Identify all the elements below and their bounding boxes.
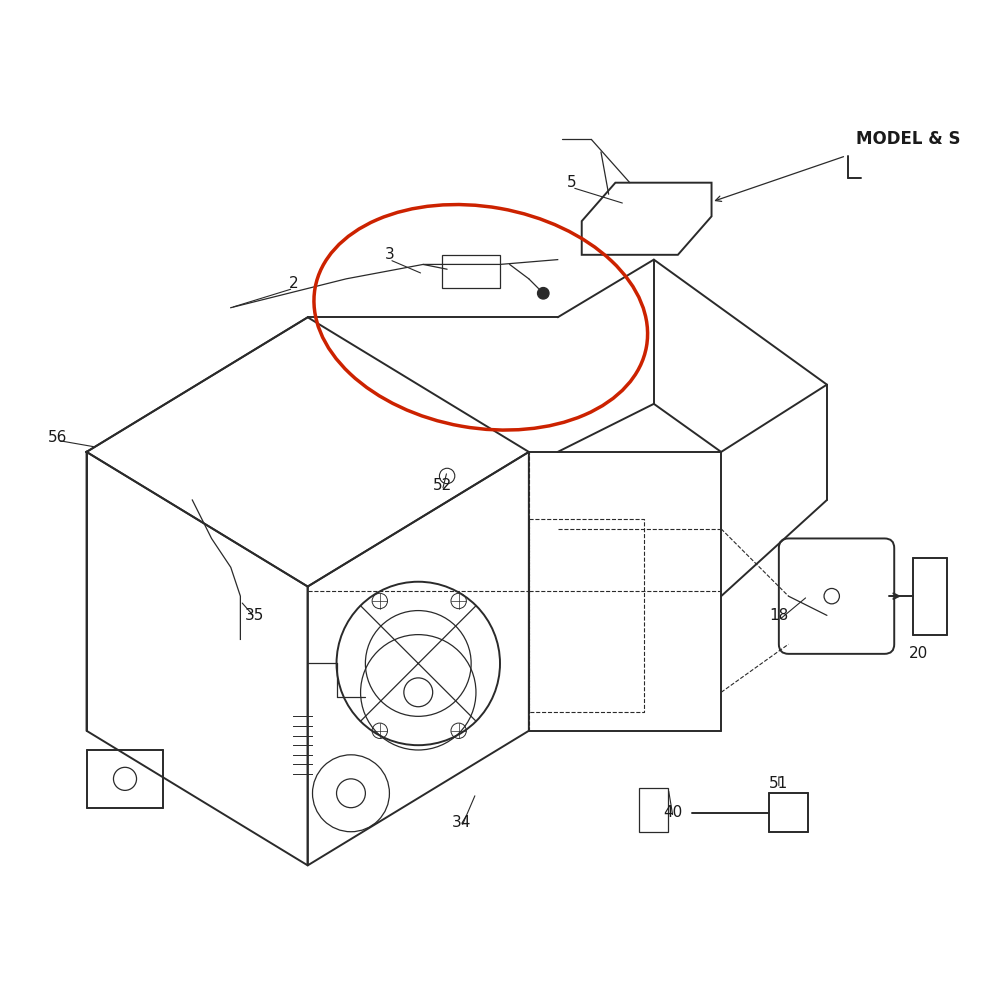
Text: 35: 35 [245, 608, 264, 623]
Text: 56: 56 [48, 430, 67, 445]
Circle shape [538, 288, 549, 299]
Text: 52: 52 [433, 478, 452, 493]
Text: 18: 18 [769, 608, 788, 623]
Text: 34: 34 [452, 815, 471, 830]
Text: 20: 20 [909, 646, 928, 661]
Text: 51: 51 [769, 776, 788, 791]
Text: 2: 2 [288, 276, 298, 291]
Bar [639, 788, 668, 832]
Text: 40: 40 [663, 805, 683, 820]
Text: 3: 3 [385, 247, 394, 262]
Text: MODEL & S: MODEL & S [856, 130, 960, 148]
Text: 5: 5 [567, 175, 577, 190]
Circle shape [824, 588, 839, 604]
